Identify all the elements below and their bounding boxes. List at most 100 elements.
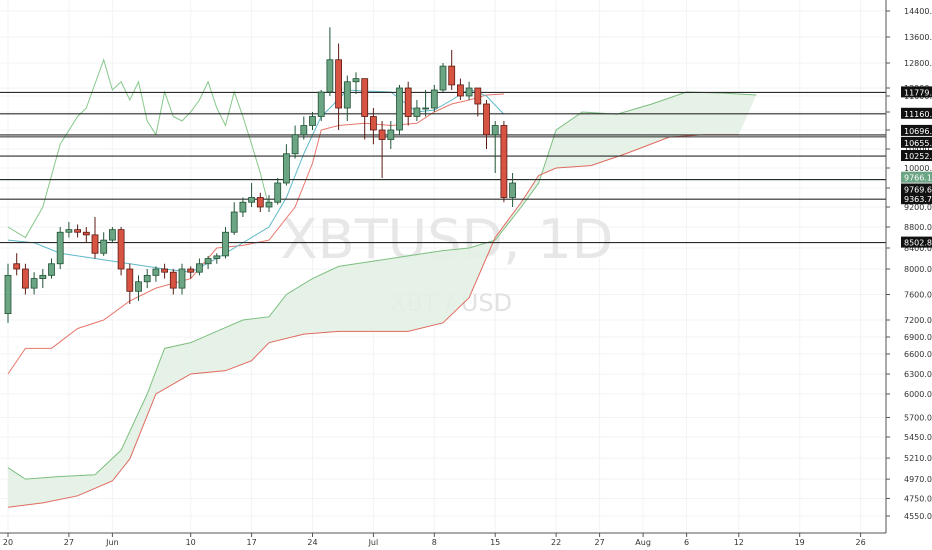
price-tick-label: 7600.0	[904, 291, 932, 300]
price-tick-label: 8800.0	[904, 223, 932, 232]
price-tick-label: 4970.0	[904, 475, 932, 484]
price-tick-label: 13600.0	[904, 33, 932, 42]
price-axis[interactable]: 4550.0 4750.0 4970.0 5210.0 5450.0 5700.0 6000…	[885, 0, 932, 533]
candle-body	[291, 134, 299, 155]
price-tick-label: 4550.0	[904, 512, 932, 521]
leading-span-b	[7, 134, 739, 508]
price-tick-label: 6600.0	[904, 350, 932, 359]
price-tick-label: 14400.0	[904, 7, 932, 16]
candle-body	[439, 65, 447, 91]
level-price-label: 11160.3	[904, 110, 932, 119]
time-tick-label: Jul	[368, 538, 379, 547]
candle-body	[343, 81, 351, 109]
candle-body	[483, 103, 490, 136]
level-price-label: 10655.5	[904, 139, 932, 148]
candle-body	[413, 107, 421, 117]
level-price-labels: 11779.7 11160.3 10696.7 10655.5 10252.2 9766.…	[901, 86, 932, 248]
price-tick-label: 7200.0	[904, 316, 932, 325]
candle-body	[178, 268, 186, 289]
candle-body	[448, 65, 456, 86]
candle-body	[135, 281, 142, 292]
candle-body	[474, 87, 482, 105]
candle-body	[256, 197, 264, 208]
base-line	[7, 93, 504, 375]
time-tick-label: Aug	[635, 538, 651, 547]
level-price-label: 9363.7	[904, 195, 932, 204]
candle-body	[456, 84, 464, 97]
price-tick-label: 6000.0	[904, 390, 932, 399]
candle-body	[213, 255, 221, 259]
candle-body	[378, 129, 386, 140]
price-tick-label: 8400.0	[904, 244, 932, 253]
candle-body	[126, 268, 134, 292]
candle-body	[387, 129, 395, 140]
time-tick-label: 8	[432, 538, 437, 547]
level-price-label: 10252.2	[904, 152, 932, 161]
candle-body	[282, 153, 290, 184]
time-tick-label: 24	[307, 538, 317, 547]
time-tick-label: 15	[490, 538, 500, 547]
price-tick-label: 9200.0	[904, 203, 932, 212]
level-price-label: 8502.8	[904, 239, 932, 248]
time-tick-label: 10	[186, 538, 196, 547]
candle-body	[509, 182, 517, 198]
price-tick-label: 5700.0	[904, 413, 932, 422]
level-price-badge	[901, 107, 932, 119]
candle-body	[91, 234, 99, 254]
time-tick-label: 22	[551, 538, 561, 547]
candle-body	[369, 116, 377, 131]
level-price-label: 10696.7	[904, 127, 932, 136]
level-price-badge	[901, 124, 932, 136]
time-tick-label: 6	[684, 538, 689, 547]
level-price-badge	[901, 193, 932, 205]
candle-body	[169, 271, 177, 289]
time-tick-label: 20	[3, 538, 13, 547]
candle-body	[100, 239, 108, 254]
level-price-badge	[901, 183, 932, 195]
level-price-badge	[901, 136, 932, 148]
price-tick-label: 8000.0	[904, 265, 932, 274]
candle-body	[13, 263, 21, 270]
candle-body	[309, 116, 316, 126]
time-tick-label: 26	[856, 538, 866, 547]
candle-body	[396, 87, 403, 131]
candle-body	[230, 211, 238, 233]
price-tick-label: 6300.0	[904, 370, 932, 379]
candle-body	[265, 201, 273, 208]
price-tick-label: 5450.0	[904, 433, 932, 442]
candle-body	[300, 125, 308, 136]
candle-body	[361, 78, 369, 117]
price-tick-label: 6900.0	[904, 333, 932, 342]
candle-body	[56, 231, 64, 265]
candlesticks	[4, 27, 517, 323]
candle-body	[109, 229, 116, 241]
candle-body	[74, 229, 81, 233]
candle-body	[465, 87, 473, 97]
time-tick-label: 27	[595, 538, 605, 547]
candle-body	[152, 268, 160, 276]
horizontal-levels[interactable]	[0, 91, 886, 244]
price-tick-label: 10400.0	[904, 145, 932, 154]
candle-body	[239, 201, 247, 213]
candle-body	[187, 268, 195, 273]
time-tick-label: 12	[734, 538, 744, 547]
candle-body	[4, 274, 12, 315]
leading-span-a	[7, 91, 757, 480]
time-tick-label: 27	[64, 538, 74, 547]
time-axis[interactable]: 20 27 Jun 10 17 24 Jul 8 15 22 27 Aug 6 12 19 26	[0, 532, 886, 547]
candle-body	[21, 268, 29, 289]
candle-body	[39, 274, 47, 279]
ichimoku-cloud	[7, 91, 757, 508]
candle-body	[161, 268, 169, 273]
candle-body	[48, 263, 55, 276]
price-tick-label: 4750.0	[904, 494, 932, 503]
time-tick-label: 19	[795, 538, 805, 547]
level-price-badge	[901, 150, 932, 162]
candle-body	[195, 263, 203, 273]
price-tick-label: 10000.0	[904, 164, 932, 173]
level-price-label: 11779.7	[904, 88, 932, 97]
candle-body	[222, 231, 229, 257]
level-price-label: 9769.6	[904, 186, 932, 195]
candle-body	[117, 229, 125, 270]
